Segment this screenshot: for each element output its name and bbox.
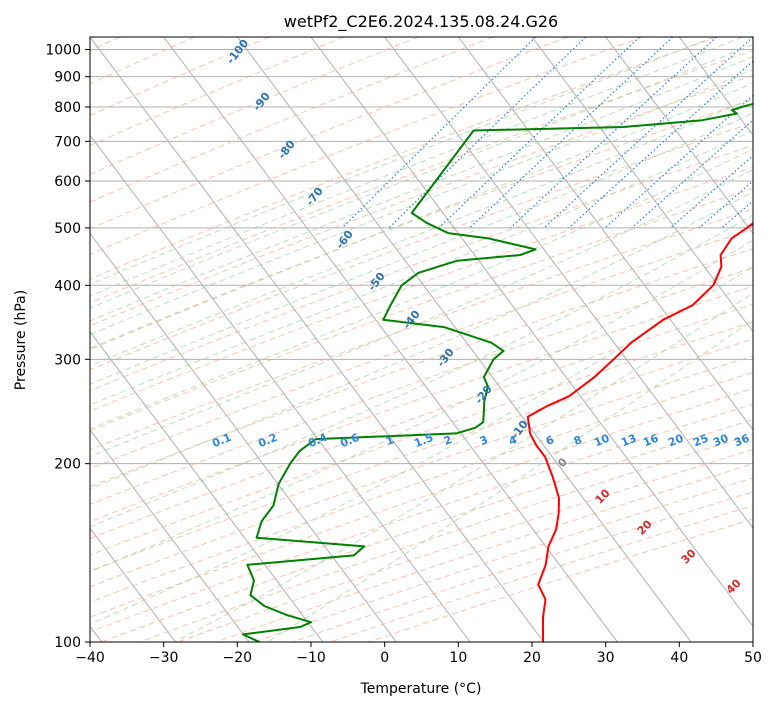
y-tick-label: 400 [54,278,81,294]
y-tick-label: 600 [54,174,81,190]
y-tick-label: 800 [54,100,81,116]
y-tick-label: 500 [54,221,81,237]
y-tick-label: 700 [54,134,81,150]
chart-title: wetPf2_C2E6.2024.135.08.24.G26 [284,12,558,32]
x-tick-label: −30 [149,650,179,666]
y-tick-label: 900 [54,70,81,86]
y-tick-label: 1000 [45,43,81,59]
y-axis-label: Pressure (hPa) [13,290,29,390]
x-tick-label: 40 [670,650,688,666]
x-tick-label: 50 [744,650,762,666]
plot-background [90,37,753,642]
x-tick-label: 0 [380,650,389,666]
x-tick-label: −10 [296,650,326,666]
y-tick-label: 200 [54,457,81,473]
x-tick-label: 20 [523,650,541,666]
x-tick-label: 10 [449,650,467,666]
x-tick-label: 30 [597,650,615,666]
x-tick-label: −20 [223,650,253,666]
y-tick-label: 300 [54,352,81,368]
y-tick-label: 100 [54,635,81,651]
x-tick-label: −40 [75,650,105,666]
x-axis-label: Temperature (°C) [360,681,482,697]
